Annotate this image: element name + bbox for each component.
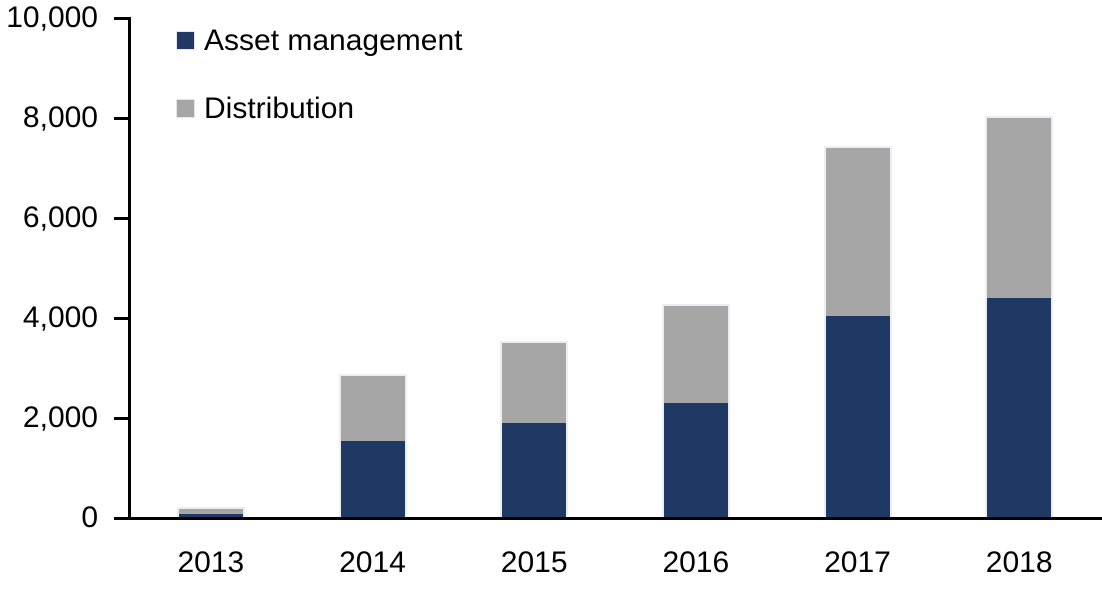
y-tick-mark: [114, 316, 129, 320]
legend-swatch-distribution-icon: [176, 99, 195, 118]
x-axis-label-2013: 2013: [177, 546, 245, 579]
legend-item-distribution: Distribution: [176, 90, 462, 127]
bar-segment-asset-management: [502, 423, 567, 518]
x-axis-line: [128, 517, 1102, 520]
y-axis-tick-label: 4,000: [22, 301, 98, 334]
bar-2013: [176, 507, 245, 518]
y-tick-mark: [114, 416, 129, 420]
x-axis-label-2014: 2014: [339, 546, 406, 579]
legend-label-distribution: Distribution: [204, 91, 355, 125]
y-tick-mark: [114, 516, 129, 520]
bar-segment-asset-management: [178, 514, 243, 518]
legend-swatch-asset-management-icon: [176, 31, 195, 50]
bar-segment-asset-management: [340, 440, 405, 518]
x-axis-label-2015: 2015: [500, 546, 568, 579]
bar-segment-distribution: [340, 375, 405, 441]
bar-segment-distribution: [502, 343, 567, 423]
bar-2018: [985, 116, 1054, 518]
bar-2014: [338, 373, 407, 518]
x-axis-label-2017: 2017: [824, 546, 891, 579]
x-axis-label-2018: 2018: [985, 546, 1053, 579]
legend: Asset management Distribution: [176, 22, 462, 158]
bar-segment-distribution: [825, 148, 890, 316]
bar-segment-asset-management: [825, 315, 890, 518]
y-axis-tick-label: 8,000: [22, 101, 98, 134]
y-axis-tick-label: 6,000: [22, 201, 98, 234]
y-axis-tick-label: 10,000: [6, 1, 98, 34]
y-axis-tick-label: 2,000: [22, 401, 98, 434]
y-axis-tick-label: 0: [81, 501, 98, 534]
legend-label-asset-management: Asset management: [204, 23, 463, 57]
y-tick-mark: [114, 16, 129, 20]
x-axis-label-2016: 2016: [662, 546, 730, 579]
bar-segment-asset-management: [987, 298, 1052, 518]
bar-segment-asset-management: [663, 403, 728, 518]
legend-item-asset-management: Asset management: [176, 22, 462, 59]
y-tick-mark: [114, 116, 129, 120]
bar-2016: [661, 303, 730, 518]
bar-segment-distribution: [663, 305, 728, 403]
bar-segment-distribution: [987, 118, 1052, 298]
bar-2015: [500, 341, 569, 518]
bar-segment-distribution: [178, 509, 243, 515]
y-tick-mark: [114, 216, 129, 220]
bar-2017: [823, 146, 892, 518]
y-axis-line: [128, 17, 131, 520]
